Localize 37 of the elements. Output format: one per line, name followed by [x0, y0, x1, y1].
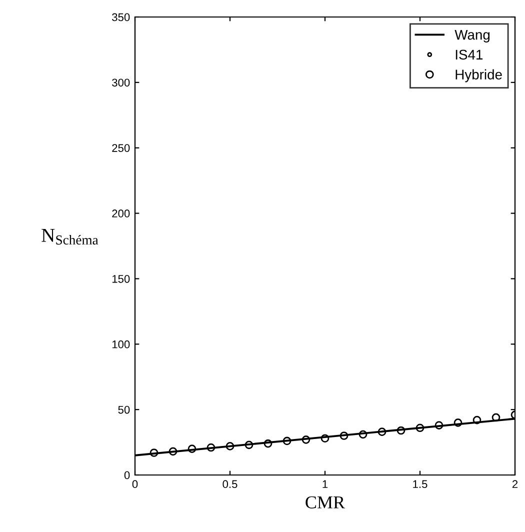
point	[434, 421, 444, 430]
x-tick-label: 1	[322, 480, 328, 488]
y-tick-label: 0	[124, 471, 130, 480]
x-tick-label: 0	[132, 480, 138, 488]
point	[282, 436, 292, 446]
point	[358, 430, 368, 439]
point	[320, 434, 330, 443]
y-tick-label: 50	[118, 406, 130, 414]
point	[226, 442, 234, 450]
point	[244, 440, 254, 450]
point	[206, 443, 216, 452]
y-tick-label: 300	[112, 78, 130, 87]
point	[264, 439, 272, 448]
point	[302, 436, 310, 444]
point	[168, 447, 178, 456]
point	[188, 444, 196, 453]
y-tick-label: 100	[112, 340, 130, 348]
point	[416, 424, 424, 432]
point	[472, 416, 482, 424]
legend-label: Wang	[454, 30, 490, 42]
y-axis-title: N$_{Schéma}$	[42, 229, 98, 245]
point	[150, 448, 158, 457]
x-axis-title: CMR	[306, 496, 346, 508]
x-tick-label: 2	[512, 480, 518, 488]
point	[492, 413, 500, 422]
y-tick-label: 250	[112, 144, 130, 152]
x-tick-label: 0.5	[222, 480, 238, 488]
point	[378, 428, 386, 436]
y-tick-label: 350	[112, 13, 130, 22]
y-tick-label: 150	[112, 274, 130, 283]
y-tick-label: 200	[112, 210, 130, 218]
x-tick-label: 1.5	[413, 480, 428, 488]
point	[396, 426, 406, 435]
point	[340, 432, 348, 440]
legend-label: IS41	[456, 50, 483, 60]
legend-label: Hybride	[456, 69, 502, 82]
point	[454, 418, 462, 427]
